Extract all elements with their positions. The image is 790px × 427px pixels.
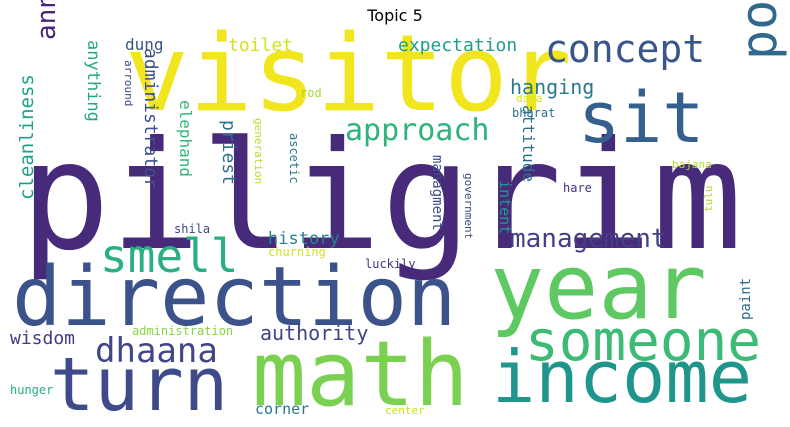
word-government: government (462, 173, 475, 239)
word-piligrim: piligrim (20, 110, 742, 284)
word-bajana: bajana (672, 158, 712, 171)
word-dhaana: dhaana (95, 331, 218, 371)
word-cleanliness: cleanliness (16, 74, 38, 200)
word-arround: arround (122, 60, 135, 106)
word-sit: sit (578, 77, 704, 159)
word-management: management (510, 224, 667, 254)
word-corner: corner (255, 400, 309, 418)
word-dung: dung (125, 35, 164, 54)
word-expectation: expectation (398, 35, 517, 56)
word-hunger: hunger (10, 383, 53, 397)
word-shila: shila (174, 222, 210, 236)
word-smell: smell (100, 229, 238, 283)
word-generation: generation (252, 118, 265, 184)
word-turn: turn (50, 342, 228, 427)
word-history: history (268, 229, 340, 249)
word-paint: paint (738, 278, 754, 320)
word-administration: administration (132, 324, 233, 338)
word-hanging: hanging (510, 75, 594, 99)
word-anna: anna (32, 0, 62, 40)
word-priest: priest (218, 120, 239, 185)
word-income: income (492, 335, 752, 419)
word-center: center (385, 404, 425, 417)
word-someone: someone (525, 309, 761, 374)
word-administrator: administrator (140, 48, 161, 189)
word-managment: managment (429, 155, 445, 231)
word-tulu: tulu (702, 186, 715, 213)
word-direction: direction (12, 250, 456, 345)
word-wisdom: wisdom (10, 328, 75, 349)
chart-title: Topic 5 (367, 6, 423, 25)
word-approach: approach (345, 113, 490, 148)
word-hare: hare (563, 181, 592, 195)
word-elephand: elephand (176, 100, 195, 177)
word-anything: anything (83, 40, 103, 122)
word-year: year (490, 235, 707, 340)
word-churning: churning (268, 245, 326, 259)
word-luckily: luckily (365, 257, 416, 271)
word-pooja: pooja (730, 0, 788, 60)
word-rod: rod (300, 86, 322, 100)
word-authority: authority (260, 321, 368, 345)
word-intent: intent (496, 180, 514, 234)
word-bharat: bharat (512, 106, 555, 120)
word-visitor: visitor (125, 12, 572, 135)
word-ascetic: ascetic (287, 133, 301, 184)
word-toilet: toilet (228, 35, 293, 56)
word-dana: dana (516, 92, 543, 105)
word-attitude: attitude (519, 105, 538, 182)
word-concept: concept (545, 27, 705, 71)
word-math: math (252, 322, 469, 427)
